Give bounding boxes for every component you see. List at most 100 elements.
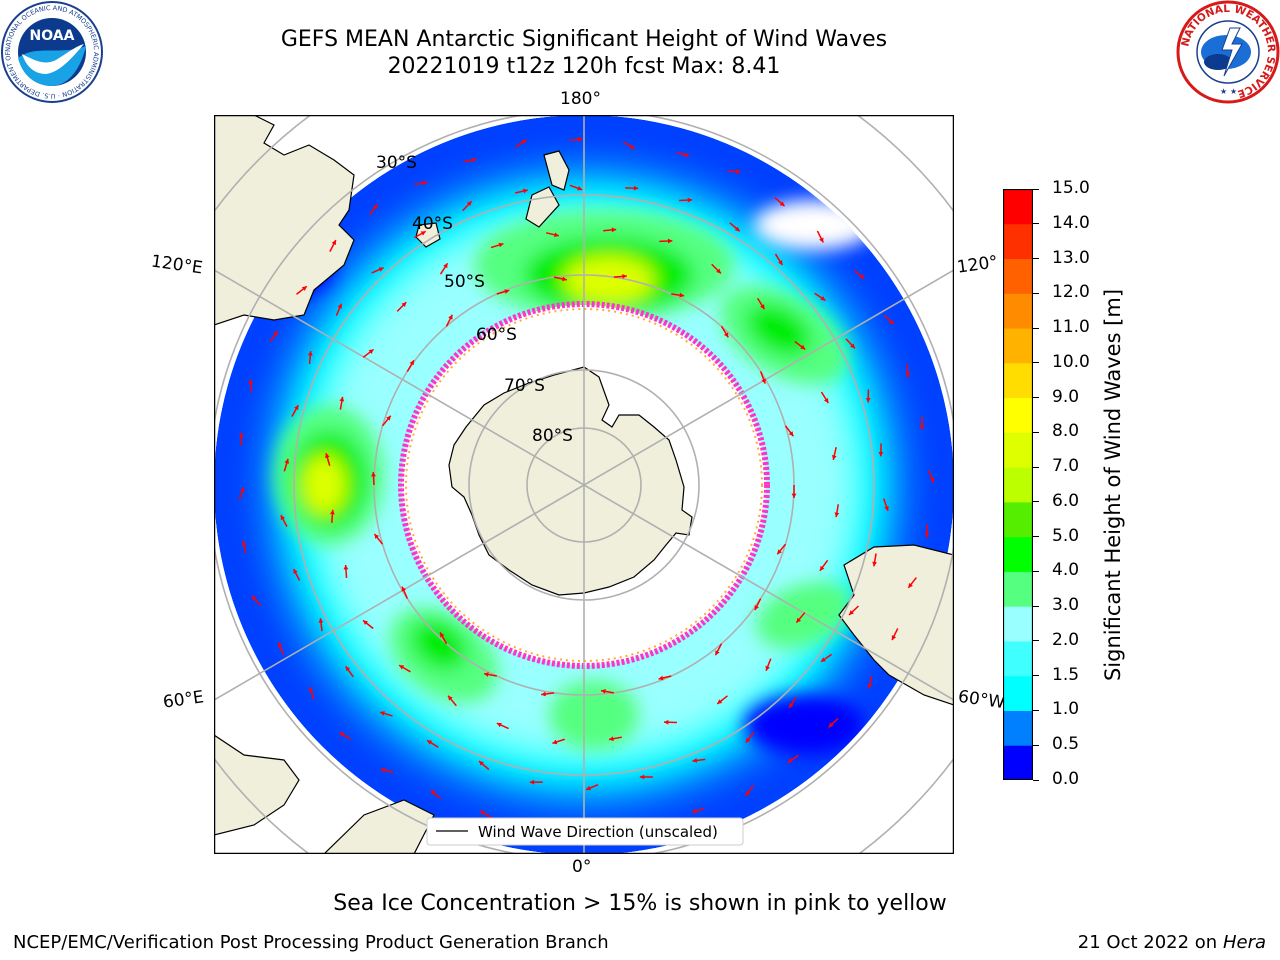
lon-label-60w: 60°W [956,686,1007,714]
svg-text:NOAA: NOAA [30,28,75,44]
wind-wave-arrowhead [443,263,448,269]
wind-wave-arrowhead [684,152,690,158]
wind-wave-arrowhead [368,349,374,354]
wind-wave-arrowhead [629,144,635,149]
wind-wave-arrowhead [248,379,254,385]
wind-wave-arrowhead [399,665,405,670]
wind-wave-arrowhead [318,618,324,623]
land-tasmania [415,222,441,248]
colorbar-tick-mark [1033,362,1039,364]
wind-wave-arrowhead [372,204,378,210]
wind-wave-arrowhead [789,702,794,708]
wind-wave-arrowhead [820,296,826,301]
wind-wave-arrowhead [778,260,783,266]
wind-wave-arrowhead [919,425,925,430]
wind-wave-arrowhead [330,509,335,515]
colorbar-tick-mark [1033,570,1039,572]
wind-wave-arrowhead [788,431,794,437]
wind-wave-arrowhead [692,758,698,763]
wind-wave-arrowhead [577,186,583,191]
map-frame [214,115,954,854]
wind-wave-arrowhead [284,458,290,464]
colorbar-tick-mark [1033,327,1039,329]
wind-wave-arrowhead [294,405,299,411]
wind-wave-arrowhead [541,691,546,697]
wind-wave-arrowhead [522,188,528,194]
wind-wave-arrowhead [427,740,433,745]
wind-wave-arrowhead [745,790,751,796]
wind-wave-arrowhead [239,432,244,437]
colorbar-segment [1003,432,1033,468]
wind-wave-arrowhead [496,722,502,728]
wind-wave-arrowhead [308,687,314,692]
colorbar-tick-label: 1.0 [1052,699,1080,720]
wind-wave-arrowhead [363,620,368,625]
svg-text:★: ★ [1220,87,1227,96]
wind-wave-arrowhead [371,472,376,477]
sea-ice-caption: Sea Ice Concentration > 15% is shown in … [333,891,947,916]
wind-wave-arrowhead [386,415,391,421]
colorbar-tick-mark [1033,431,1039,433]
wind-wave-arrowhead [796,617,802,623]
wind-wave-arrowhead [422,180,428,186]
wind-wave-arrowhead [280,515,286,521]
wind-wave-arrowhead [908,582,913,588]
wind-wave-arrowhead [521,139,527,145]
noaa-logo: NATIONAL OCEANIC AND ATMOSPHERIC ADMINIS… [0,0,103,103]
colorbar-tick-mark [1033,501,1039,503]
wind-wave-arrowhead [483,672,489,677]
colorbar-tick-label: 3.0 [1052,595,1080,616]
wind-wave-arrowhead [601,688,606,694]
wind-wave-arrowhead [401,586,407,592]
nws-logo: NATIONAL WEATHER SERVICE ★ ★ [1176,0,1280,104]
colorbar-tick-label: 2.0 [1052,629,1080,650]
wind-wave-arrowhead [337,303,342,309]
wind-wave-arrowhead [498,242,504,248]
wind-wave-arrowhead [859,274,865,279]
colorbar-tick-label: 12.0 [1052,282,1090,303]
colorbar-segment [1003,675,1033,711]
land-south-america [838,544,954,706]
colorbar-tick-label: 9.0 [1052,386,1080,407]
colorbar-segment [1003,640,1033,677]
wind-wave-arrowhead [745,737,751,743]
land-masses [214,115,954,854]
colorbar-tick-mark [1033,292,1039,294]
wind-wave-arrowhead [891,635,897,641]
wind-wave-arrowhead [380,711,385,716]
wind-wave-arrowhead [717,699,723,704]
wind-wave-arrowhead [819,237,824,243]
wind-wave-arrowhead [791,493,797,498]
lat-label-40s: 40°S [412,214,453,234]
wind-wave-arrowhead [820,657,826,662]
wind-wave-arrowhead [345,666,351,672]
wind-wave-arrowhead [905,373,911,378]
colorbar-tick-mark [1033,536,1039,538]
wind-wave-arrowhead [716,268,721,274]
lat-label-50s: 50°S [444,272,485,292]
colorbar-segment [1003,328,1033,364]
wind-wave-arrowhead [761,378,766,384]
wind-wave-arrowhead [867,683,873,689]
wind-wave-arrowhead [658,675,664,681]
wind-wave-arrowhead [430,790,436,795]
colorbar-segment [1003,710,1033,746]
chart-subtitle: 20221019 t12z 120h fcst Max: 8.41 [387,54,781,79]
colorbar-segment [1003,606,1033,642]
wind-wave-arrowhead [819,565,825,571]
wind-wave-arrowhead [577,136,583,142]
wind-wave-arrowhead [554,232,559,238]
wind-wave-arrowhead [529,779,535,785]
colorbar-tick-mark [1033,744,1039,746]
wind-wave-arrowhead [723,332,729,338]
wind-wave-arrowhead [611,227,617,233]
colorbar-tick-label: 0.0 [1052,769,1080,789]
wind-wave-arrowhead [307,351,313,356]
wind-wave-arrowhead [622,273,627,279]
colorbar-tick-label: 10.0 [1052,351,1090,372]
wind-wave-arrowhead [420,231,426,236]
colorbar-segment [1003,362,1033,399]
wind-wave-arrowhead [240,487,245,493]
wind-wave-arrowhead [504,289,510,294]
wind-wave-arrowhead [343,565,349,570]
